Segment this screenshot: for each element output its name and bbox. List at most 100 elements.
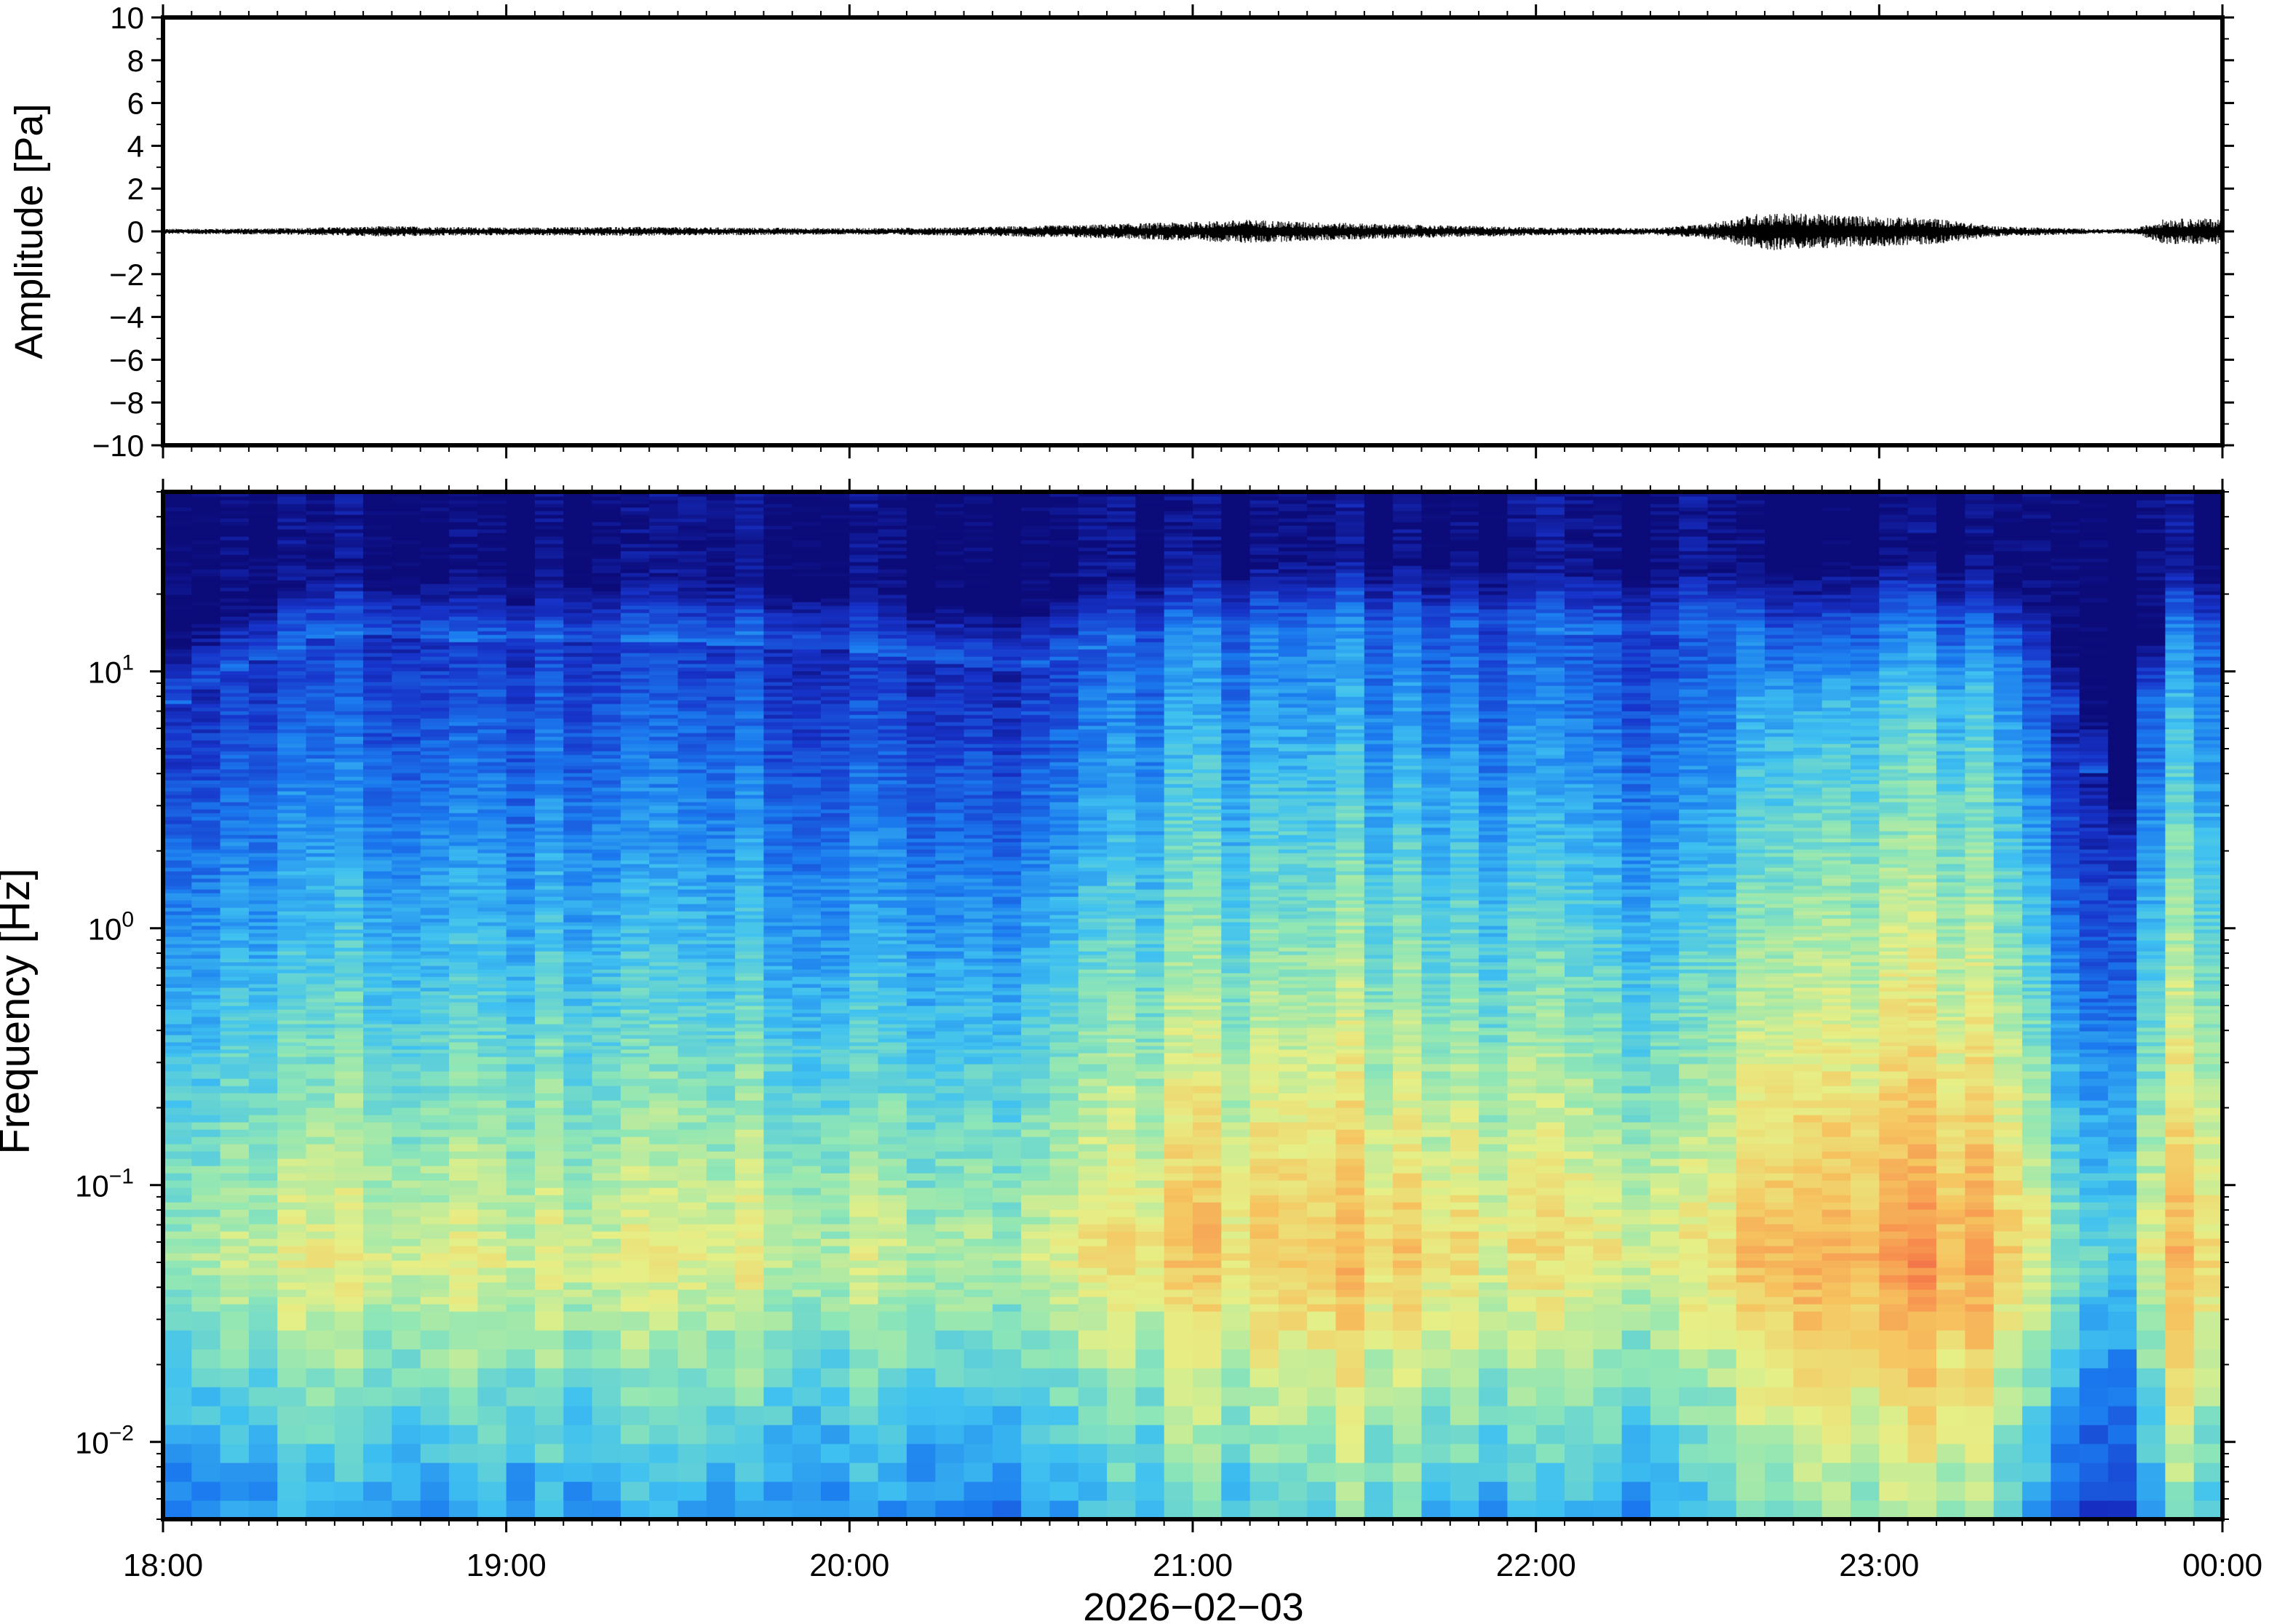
spectrogram-cell [220,809,250,813]
spectrogram-cell [392,838,421,843]
spectrogram-cell [677,693,707,697]
spectrogram-cell [306,667,335,672]
spectrogram-cell [392,540,421,544]
spectrogram-cell [592,573,621,577]
spectrogram-cell [449,973,478,977]
spectrogram-cell [420,853,450,857]
spectrogram-cell [706,1462,736,1482]
spectrogram-cell [763,540,793,544]
spectrogram-cell [677,827,707,832]
spectrogram-cell [535,1462,564,1482]
spectrogram-cell [449,525,478,530]
spectrogram-cell [792,1368,822,1388]
spectrogram-cell [620,1100,650,1108]
spectrogram-cell [563,755,593,759]
spectrogram-cell [706,1224,736,1232]
spectrogram-cell [592,525,621,530]
spectrogram-cell [363,765,392,770]
spectrogram-cell [306,744,335,748]
spectrogram-cell [277,929,307,934]
spectrogram-cell [363,602,392,606]
spectrogram-cell [449,598,478,602]
spectrogram-cell [306,1304,335,1312]
spectrogram-cell [334,853,364,857]
spectrogram-cell [334,1042,364,1046]
spectrogram-cell [763,856,793,861]
spectrogram-cell [363,773,392,777]
spectrogram-cell [649,1425,679,1444]
spectrogram-cell [392,1330,421,1350]
spectrogram-cell [535,878,564,883]
spectrogram-cell [592,700,621,704]
spectrogram-cell [191,791,221,795]
spectrogram-cell [592,493,621,497]
spectrogram-cell [649,991,679,995]
spectrogram-cell [620,1173,650,1181]
spectrogram-cell [821,1289,850,1297]
spectrogram-cell [763,725,793,730]
spectrogram-cell [392,762,421,766]
spectrogram-cell [763,751,793,755]
spectrogram-cell [763,958,793,963]
spectrogram-cell [649,729,679,733]
spectrogram-cell [449,849,478,853]
spectrogram-cell [306,1462,335,1482]
spectrogram-cell [620,769,650,773]
spectrogram-cell [363,973,392,977]
spectrogram-cell [248,1253,278,1261]
spectrogram-cell [477,689,507,693]
spectrogram-cell [163,529,192,533]
spectrogram-cell [620,1349,650,1369]
spectrogram-cell [735,518,764,522]
spectrogram-cell [706,551,736,555]
spectrogram-cell [677,1107,707,1115]
spectrogram-cell [735,649,764,653]
spectrogram-cell [363,820,392,824]
spectrogram-cell [277,845,307,850]
spectrogram-cell [592,503,621,508]
spectrogram-cell [735,885,764,890]
spectrogram-cell [220,780,250,784]
spectrogram-cell [420,893,450,897]
spectrogram-cell [563,533,593,537]
spectrogram-cell [535,533,564,537]
spectrogram-cell [620,1031,650,1035]
spectrogram-cell [763,926,793,930]
spectrogram-cell [506,627,536,632]
spectrogram-cell [506,787,536,792]
spectrogram-cell [306,856,335,861]
spectrogram-cell [735,1144,764,1152]
spectrogram-cell [735,500,764,504]
spectrogram-cell [420,911,450,915]
spectrogram-cell [763,893,793,897]
spectrogram-cell [420,824,450,828]
spectrogram-cell [163,747,192,752]
spectrogram-cell [363,805,392,810]
spectrogram-cell [163,769,192,773]
spectrogram-cell [477,587,507,592]
spectrogram-cell [506,831,536,835]
spectrogram-cell [163,998,192,1003]
spectrogram-cell [449,995,478,999]
spectrogram-cell [563,1016,593,1021]
spectrogram-cell [163,838,192,843]
spectrogram-cell [306,715,335,719]
spectrogram-cell [277,1349,307,1369]
spectrogram-cell [277,1093,307,1101]
spectrogram-cell [649,864,679,868]
spectrogram-cell [506,1481,536,1501]
spectrogram-cell [163,1275,192,1283]
spectrogram-cell [220,744,250,748]
spectrogram-cell [535,944,564,948]
spectrogram-cell [306,500,335,504]
spectrogram-cell [735,911,764,915]
spectrogram-cell [677,1311,707,1331]
spectrogram-cell [392,620,421,624]
spectrogram-cell [706,587,736,592]
spectrogram-cell [334,915,364,919]
spectrogram-cell [191,544,221,548]
spectrogram-cell [763,544,793,548]
spectrogram-cell [449,1151,478,1159]
spectrogram-cell [649,1253,679,1261]
spectrogram-cell [649,1187,679,1195]
